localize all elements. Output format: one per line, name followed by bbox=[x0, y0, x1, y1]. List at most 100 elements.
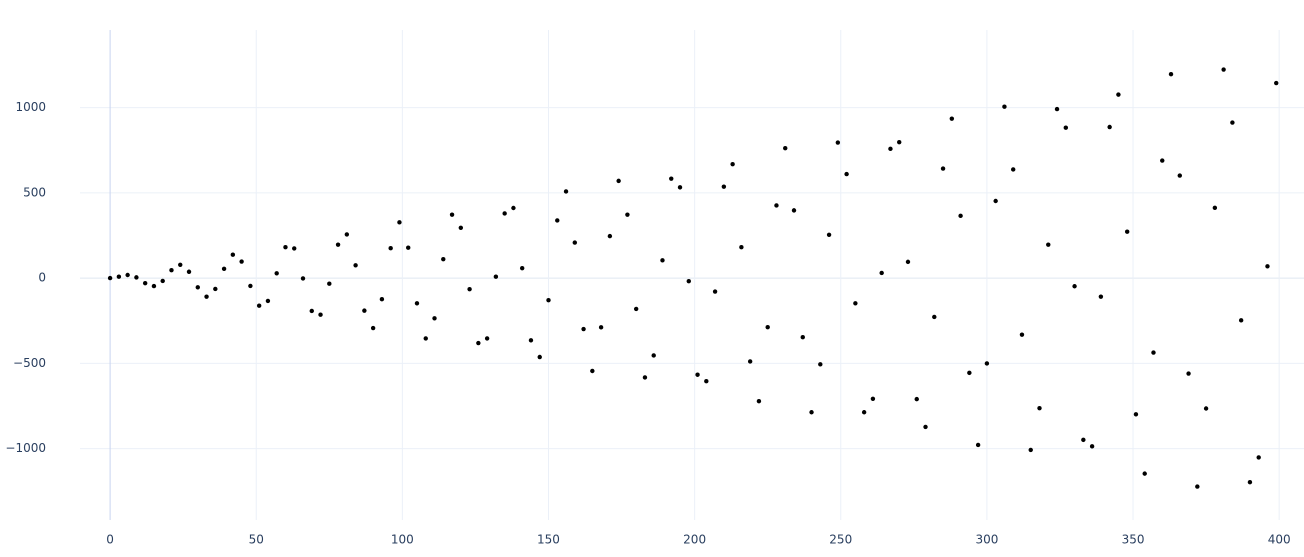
point bbox=[388, 246, 393, 251]
point bbox=[397, 220, 402, 225]
point bbox=[835, 140, 841, 145]
point bbox=[362, 308, 367, 313]
point bbox=[195, 285, 200, 290]
point bbox=[677, 185, 683, 190]
point bbox=[581, 326, 586, 332]
point bbox=[923, 424, 928, 430]
point bbox=[1256, 455, 1261, 460]
point bbox=[870, 396, 876, 401]
point bbox=[765, 324, 770, 330]
point bbox=[178, 262, 183, 267]
point bbox=[1247, 479, 1253, 485]
point bbox=[467, 286, 472, 292]
x-tick-label: 300 bbox=[975, 533, 998, 547]
point bbox=[818, 362, 823, 367]
point bbox=[809, 410, 814, 415]
point bbox=[1063, 125, 1069, 130]
point bbox=[519, 265, 525, 271]
point bbox=[476, 340, 481, 346]
point bbox=[844, 171, 849, 177]
point bbox=[993, 198, 998, 204]
point bbox=[1151, 350, 1156, 355]
point bbox=[1212, 205, 1218, 211]
point bbox=[563, 189, 569, 194]
x-tick-label: 100 bbox=[391, 533, 414, 547]
point bbox=[695, 372, 700, 377]
point bbox=[914, 396, 919, 402]
point bbox=[414, 301, 420, 306]
point bbox=[318, 312, 323, 317]
point bbox=[423, 336, 428, 341]
point bbox=[1186, 371, 1191, 376]
point bbox=[555, 218, 560, 223]
point bbox=[283, 245, 288, 250]
point bbox=[1054, 106, 1060, 112]
point bbox=[248, 283, 253, 289]
point bbox=[888, 146, 893, 152]
x-tick-label: 150 bbox=[537, 533, 560, 547]
point bbox=[213, 286, 218, 292]
point bbox=[546, 298, 551, 303]
point bbox=[1265, 264, 1270, 269]
point bbox=[1238, 318, 1244, 323]
point bbox=[1160, 158, 1165, 163]
point bbox=[502, 211, 507, 216]
point bbox=[791, 208, 797, 213]
point bbox=[712, 289, 718, 294]
point bbox=[292, 246, 297, 251]
point bbox=[783, 145, 788, 151]
point bbox=[879, 270, 884, 276]
y-tick-label: −500 bbox=[13, 356, 46, 370]
point bbox=[721, 184, 727, 189]
point bbox=[1221, 67, 1226, 72]
point bbox=[107, 275, 113, 281]
point bbox=[1133, 412, 1139, 417]
point bbox=[353, 263, 358, 268]
point bbox=[651, 353, 656, 358]
point bbox=[537, 354, 542, 360]
point bbox=[204, 294, 209, 299]
point bbox=[327, 281, 332, 286]
point bbox=[221, 266, 227, 272]
point bbox=[116, 274, 122, 279]
x-tick-label: 0 bbox=[106, 533, 114, 547]
point bbox=[975, 442, 981, 448]
point bbox=[1019, 332, 1025, 337]
point bbox=[747, 359, 753, 364]
point bbox=[958, 213, 963, 219]
point bbox=[607, 233, 613, 239]
point bbox=[300, 276, 306, 281]
point bbox=[1028, 447, 1033, 453]
point bbox=[230, 252, 236, 257]
point bbox=[598, 325, 604, 330]
point bbox=[1230, 120, 1235, 125]
point bbox=[940, 166, 946, 171]
point bbox=[967, 370, 972, 376]
point bbox=[1098, 294, 1104, 299]
x-tick-label: 200 bbox=[683, 533, 706, 547]
point bbox=[625, 212, 630, 217]
point bbox=[774, 203, 779, 208]
point bbox=[1010, 167, 1016, 172]
point bbox=[572, 240, 578, 245]
point bbox=[441, 256, 446, 262]
y-tick-label: 1000 bbox=[15, 100, 46, 114]
point bbox=[949, 116, 955, 121]
point bbox=[739, 245, 744, 250]
point bbox=[1203, 406, 1209, 411]
y-tick-label: 0 bbox=[38, 271, 46, 285]
point bbox=[484, 336, 490, 341]
point bbox=[1168, 71, 1174, 77]
point bbox=[309, 308, 314, 314]
point bbox=[1116, 92, 1121, 97]
point bbox=[1046, 242, 1051, 247]
point bbox=[169, 268, 174, 273]
point bbox=[616, 178, 621, 184]
point bbox=[406, 245, 411, 250]
point bbox=[984, 361, 990, 366]
point bbox=[642, 375, 648, 380]
point bbox=[1195, 484, 1200, 489]
point bbox=[590, 368, 595, 374]
point bbox=[239, 259, 244, 264]
